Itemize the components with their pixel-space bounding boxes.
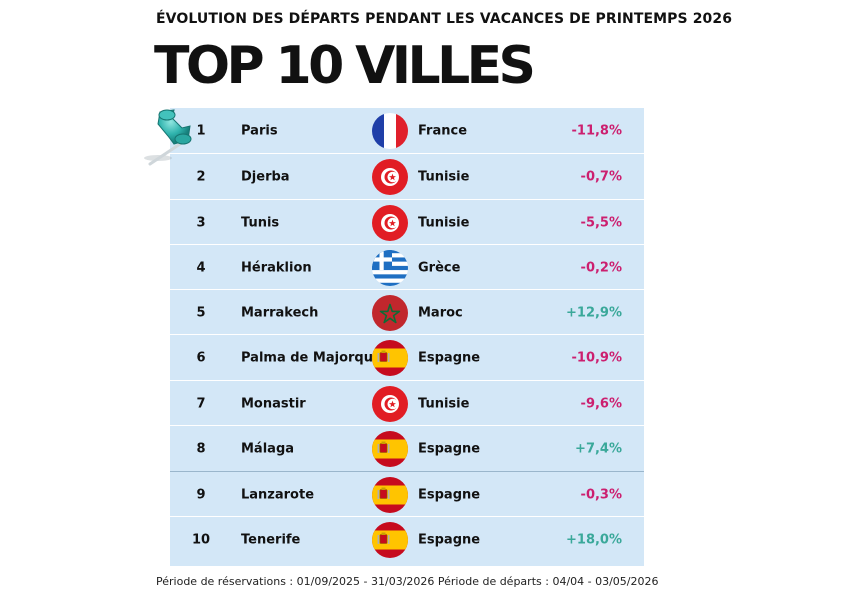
country-name: Maroc (418, 305, 463, 320)
france-flag-icon (371, 112, 409, 150)
table-row: 5 Marrakech Maroc +12,9% (170, 289, 644, 335)
table-row: 9 Lanzarote Espagne -0,3% (170, 471, 644, 517)
rank-number: 3 (196, 215, 206, 230)
change-value: -9,6% (580, 396, 622, 411)
country-name: France (418, 123, 468, 138)
table-row: 1 Paris France -11,8% (170, 108, 644, 153)
change-value: +18,0% (566, 532, 622, 547)
country-name: Espagne (418, 350, 481, 365)
country-name: Tunisie (418, 396, 470, 411)
change-value: +7,4% (575, 441, 622, 456)
table-row: 10 Tenerife Espagne +18,0% (170, 516, 644, 562)
table-row: 3 Tunis Tunisie -5,5% (170, 199, 644, 245)
morocco-flag-icon (371, 294, 409, 332)
page-subtitle: ÉVOLUTION DES DÉPARTS PENDANT LES VACANC… (156, 11, 733, 27)
pushpin-icon (144, 109, 192, 166)
city-name: Paris (241, 123, 278, 138)
spain-flag-icon (371, 430, 409, 468)
city-name: Palma de Majorque (241, 350, 382, 365)
city-name: Djerba (241, 169, 290, 184)
country-name: Tunisie (418, 215, 470, 230)
change-value: -0,2% (580, 260, 622, 275)
country-name: Espagne (418, 441, 481, 456)
city-name: Málaga (241, 441, 295, 456)
change-value: -5,5% (580, 215, 622, 230)
table-row: 4 Héraklion Grèce -0,2% (170, 244, 644, 290)
rank-number: 1 (196, 123, 206, 138)
rank-number: 6 (196, 350, 206, 365)
rank-number: 2 (196, 169, 206, 184)
tunisia-flag-icon (371, 158, 409, 196)
rank-number: 5 (196, 305, 206, 320)
rank-number: 7 (196, 396, 206, 411)
change-value: +12,9% (566, 305, 622, 320)
change-value: -10,9% (571, 350, 623, 365)
rank-number: 9 (196, 487, 206, 502)
change-value: -11,8% (571, 123, 623, 138)
city-name: Héraklion (241, 260, 312, 275)
rank-number: 8 (196, 441, 206, 456)
city-name: Lanzarote (241, 487, 315, 502)
city-name: Monastir (241, 396, 306, 411)
table-row: 6 Palma de Majorque Espagne -10,9% (170, 334, 644, 380)
change-value: -0,7% (580, 169, 622, 184)
ranking-table: 1 Paris France -11,8% 2 Djerba Tunisie -0,7% 3… (170, 108, 644, 566)
spain-flag-icon (371, 476, 409, 514)
page-title: TOP 10 VILLES (154, 36, 536, 96)
table-row: 7 Monastir Tunisie -9,6% (170, 380, 644, 426)
change-value: -0,3% (580, 487, 622, 502)
tunisia-flag-icon (371, 204, 409, 242)
city-name: Marrakech (241, 305, 319, 320)
city-name: Tenerife (241, 532, 301, 547)
table-row: 2 Djerba Tunisie -0,7% (170, 153, 644, 199)
country-name: Espagne (418, 487, 481, 502)
country-name: Tunisie (418, 169, 470, 184)
city-name: Tunis (241, 215, 280, 230)
spain-flag-icon (371, 521, 409, 559)
country-name: Grèce (418, 260, 461, 275)
tunisia-flag-icon (371, 385, 409, 423)
greece-flag-icon (371, 249, 409, 287)
table-row: 8 Málaga Espagne +7,4% (170, 425, 644, 471)
footnote: Période de réservations : 01/09/2025 - 3… (156, 575, 659, 588)
spain-flag-icon (371, 339, 409, 377)
rank-number: 4 (196, 260, 206, 275)
rank-number: 10 (191, 532, 211, 547)
country-name: Espagne (418, 532, 481, 547)
